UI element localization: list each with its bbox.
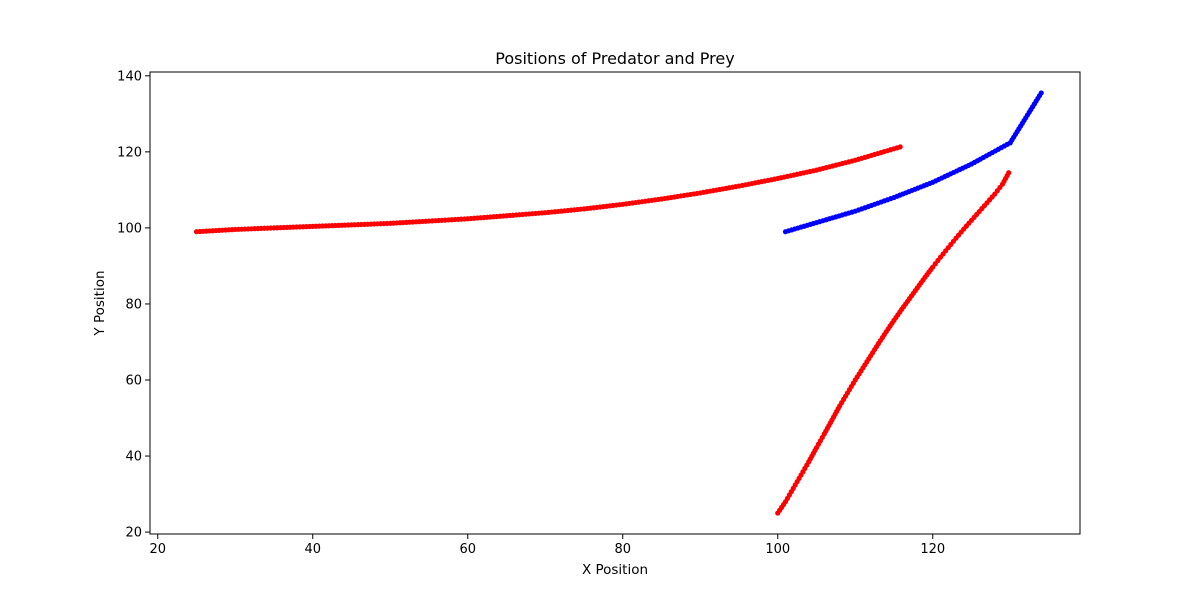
data-point (1038, 90, 1044, 96)
data-point (897, 144, 903, 150)
x-tick-label: 100 (765, 542, 790, 557)
x-tick-label: 40 (304, 542, 321, 557)
y-tick-label: 120 (117, 145, 142, 160)
series-1 (775, 170, 1012, 516)
plot-area (150, 72, 1080, 534)
y-tick-label: 60 (125, 374, 142, 389)
series-0 (193, 144, 903, 235)
y-tick-label: 100 (117, 221, 142, 236)
x-tick-label: 80 (614, 542, 631, 557)
data-points (193, 90, 1044, 516)
y-tick-label: 20 (125, 526, 142, 541)
x-tick-label: 60 (459, 542, 476, 557)
y-axis: 20 40 60 80 100 120 140 (117, 69, 150, 541)
x-axis-label: X Position (582, 562, 648, 578)
chart-title: Positions of Predator and Prey (495, 49, 734, 68)
x-tick-label: 20 (149, 542, 166, 557)
y-tick-label: 80 (125, 297, 142, 312)
y-tick-label: 140 (117, 69, 142, 84)
plot-frame (149, 71, 1081, 535)
data-point (1006, 170, 1012, 176)
y-tick-label: 40 (125, 450, 142, 465)
x-axis: 20 40 60 80 100 120 (149, 534, 945, 557)
x-tick-label: 120 (920, 542, 945, 557)
y-axis-label: Y Position (92, 270, 108, 336)
series-2 (782, 90, 1044, 235)
